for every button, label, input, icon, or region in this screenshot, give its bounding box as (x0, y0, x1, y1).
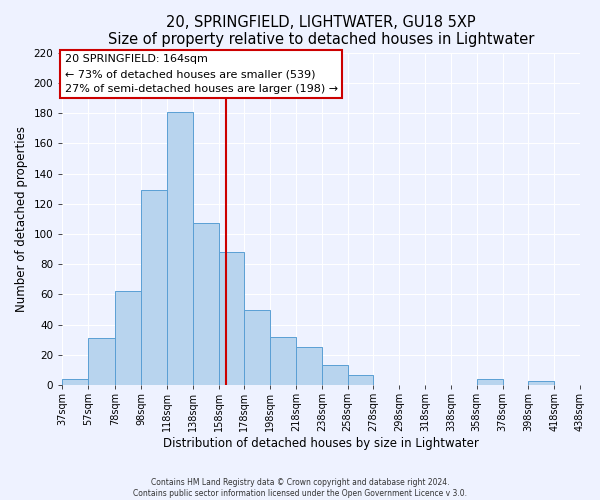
X-axis label: Distribution of detached houses by size in Lightwater: Distribution of detached houses by size … (163, 437, 479, 450)
Bar (62, 379, 88, 385)
Bar (347, 374, 373, 385)
Text: 20 SPRINGFIELD: 164sqm
← 73% of detached houses are smaller (539)
27% of semi-de: 20 SPRINGFIELD: 164sqm ← 73% of detached… (65, 54, 338, 94)
Bar (296, 348, 322, 385)
Bar (270, 337, 296, 385)
Title: 20, SPRINGFIELD, LIGHTWATER, GU18 5XP
Size of property relative to detached hous: 20, SPRINGFIELD, LIGHTWATER, GU18 5XP Si… (108, 15, 535, 48)
Bar (167, 112, 193, 385)
Bar (88, 338, 115, 385)
Text: Contains HM Land Registry data © Crown copyright and database right 2024.
Contai: Contains HM Land Registry data © Crown c… (133, 478, 467, 498)
Bar (141, 190, 167, 385)
Bar (529, 380, 554, 385)
Bar (115, 292, 141, 385)
Bar (322, 366, 347, 385)
Bar (193, 224, 218, 385)
Y-axis label: Number of detached properties: Number of detached properties (15, 126, 28, 312)
Bar (477, 379, 503, 385)
Bar (244, 310, 270, 385)
Bar (218, 252, 244, 385)
